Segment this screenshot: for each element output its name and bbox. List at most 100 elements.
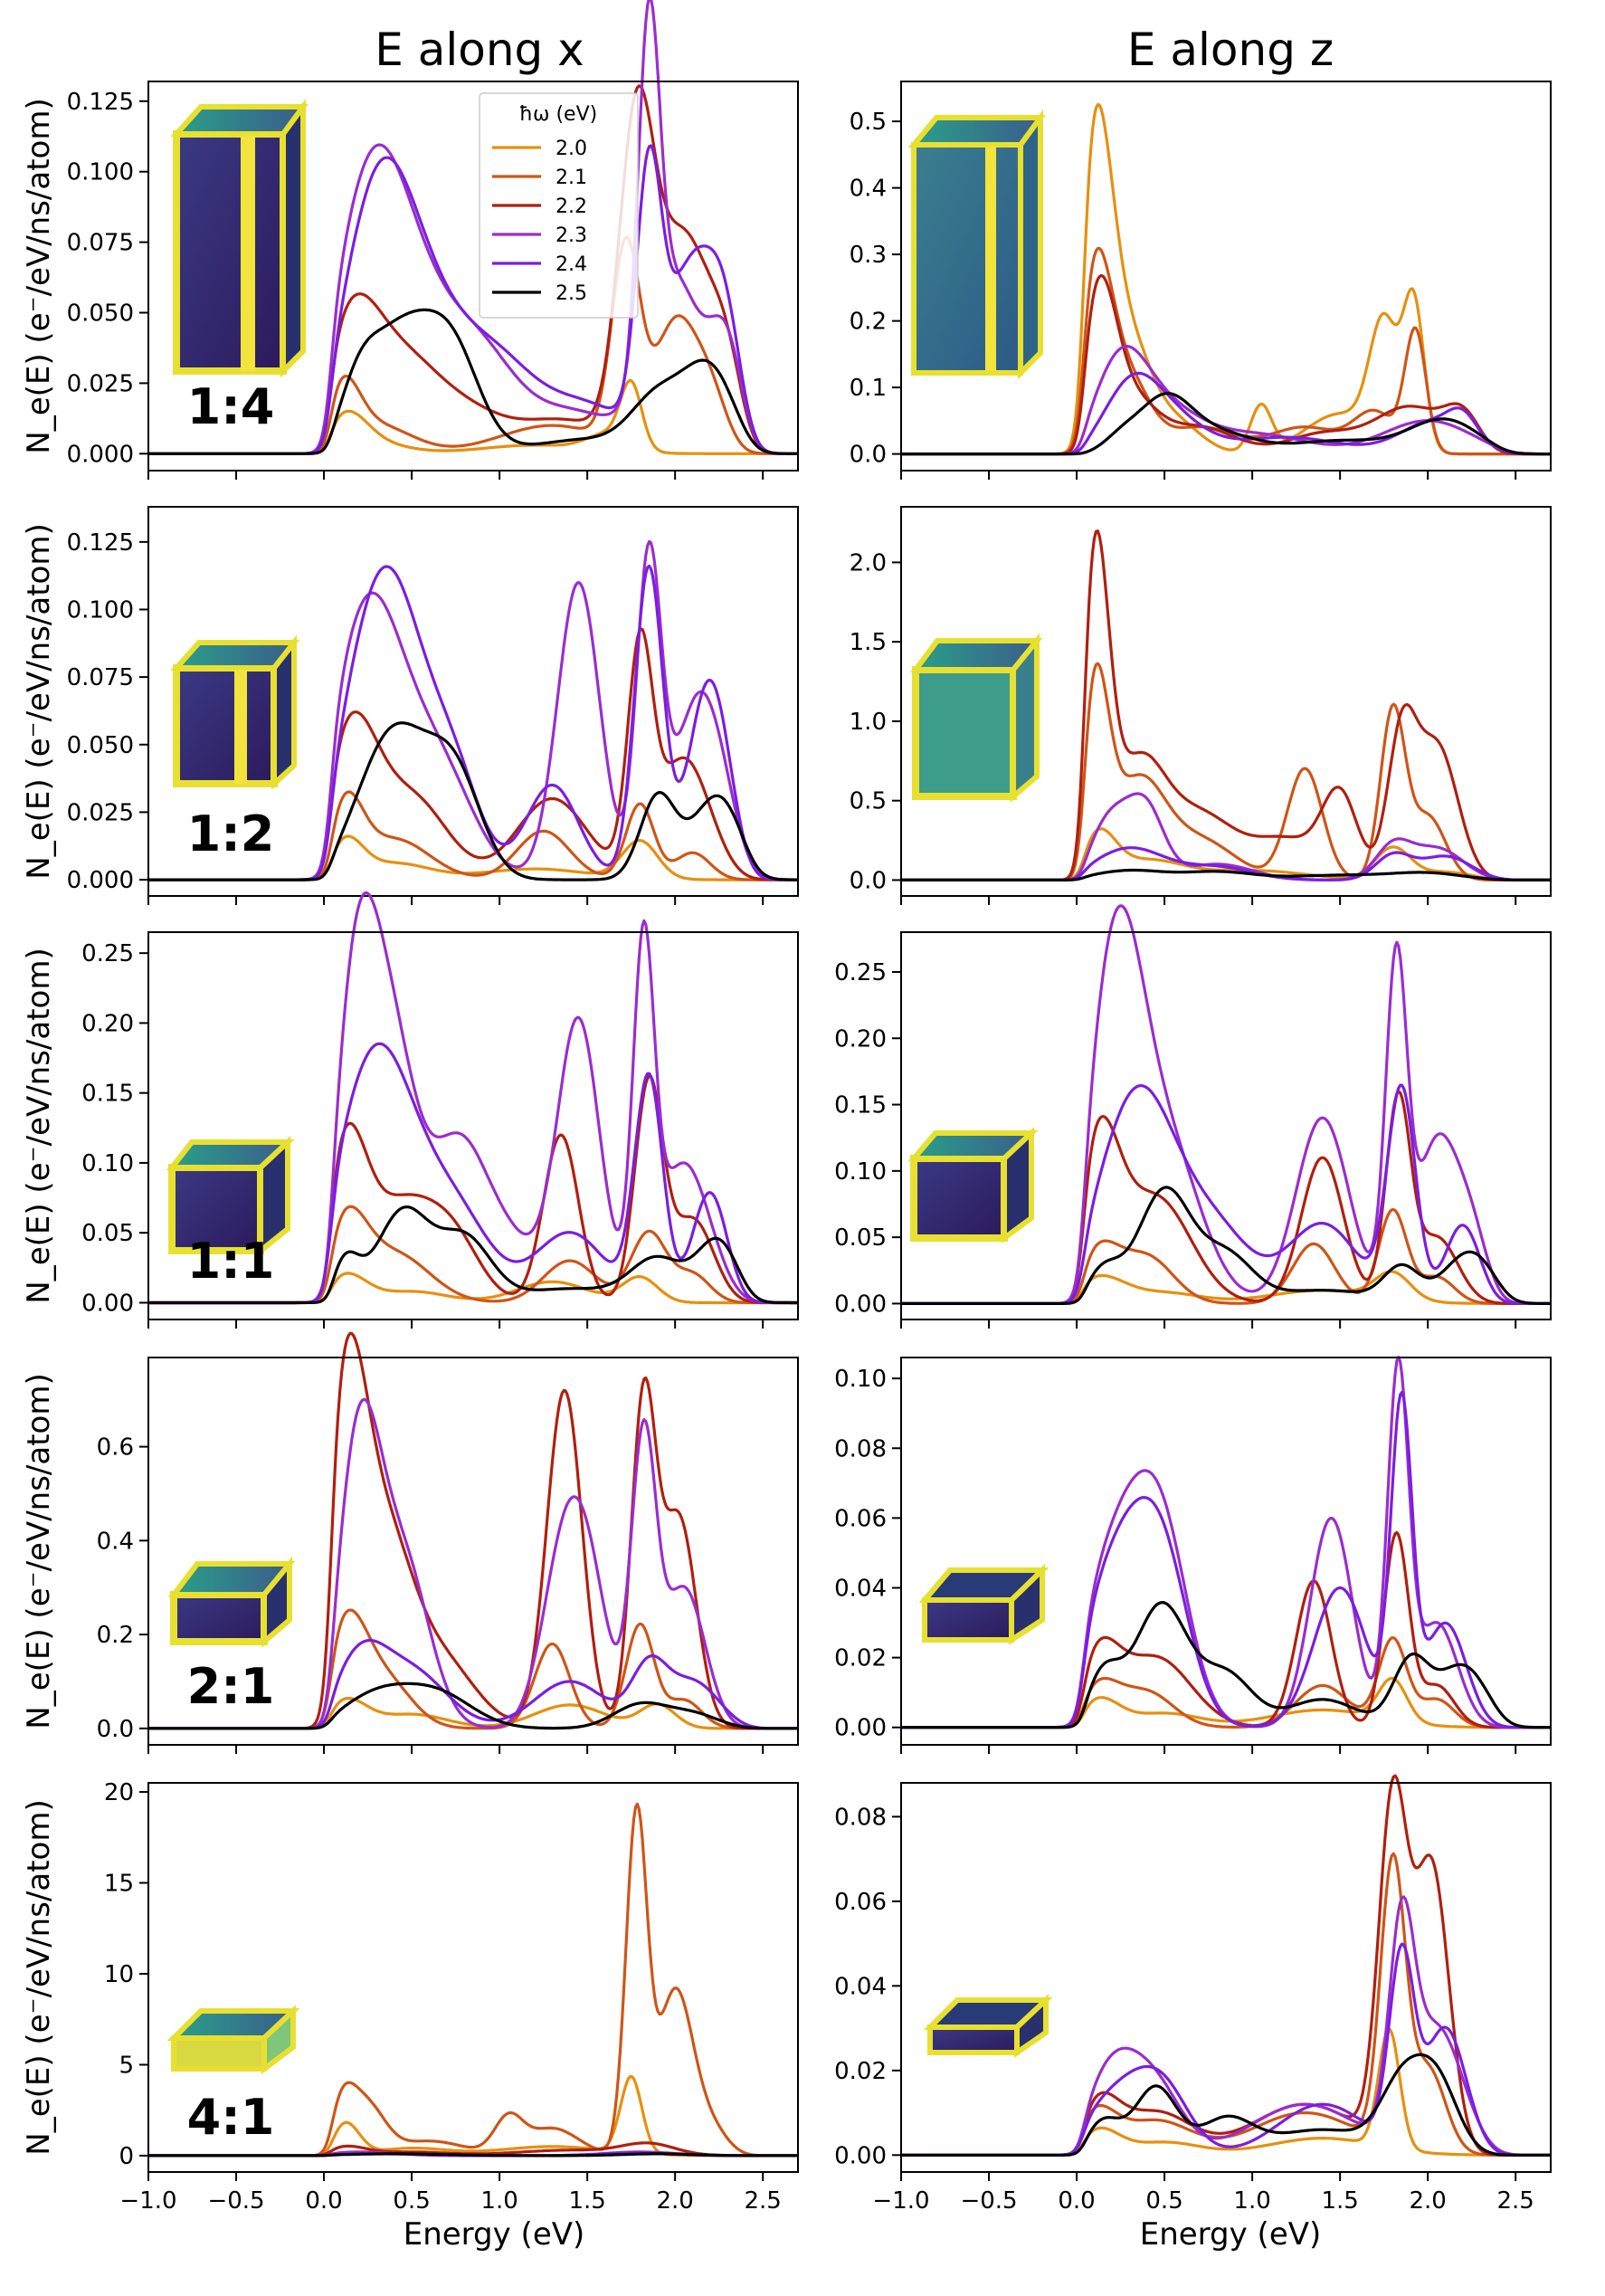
legend-entry-label: 2.0: [556, 138, 587, 160]
y-tick-label: 0.02: [834, 1645, 887, 1672]
y-tick-label: 0.10: [834, 1366, 887, 1393]
legend-entry-label: 2.3: [556, 224, 587, 247]
y-tick-label: 0.00: [834, 1291, 887, 1318]
y-tick-label: 0.100: [67, 159, 134, 186]
chart-panel: −1.0 −0.5 0.0 0.5 1.0 1.5 2.0 2.5 0 5 10 15 20 N_e(E)…: [21, 1779, 799, 2215]
x-tick-label: 2.5: [1497, 2187, 1534, 2215]
series-line: [901, 2053, 1551, 2157]
series-line: [901, 392, 1551, 456]
x-tick-label: −1.0: [872, 2187, 929, 2215]
aspect-ratio-label-4-1: 4:1: [187, 2089, 275, 2146]
series-line: [901, 1186, 1551, 1305]
series-line: [901, 868, 1551, 881]
y-tick-label: 0.2: [97, 1622, 134, 1649]
y-tick-label: 5: [119, 2052, 134, 2079]
nanoplate-2-1-icon: [167, 1556, 296, 1648]
series-line: [148, 2152, 798, 2158]
y-tick-label: 15: [104, 1871, 134, 1898]
y-tick-label: 0.05: [834, 1224, 887, 1252]
y-tick-label: 0.05: [81, 1220, 134, 1247]
legend: ħω (eV) 2.0 2.1 2.2 2.3 2.4 2.5: [479, 92, 639, 319]
y-tick-label: 0.02: [834, 2058, 887, 2085]
y-axis-label: N_e(E) (e⁻/eV/ns/atom): [21, 948, 57, 1303]
y-axis-label: N_e(E) (e⁻/eV/ns/atom): [21, 98, 57, 453]
y-tick-label: 0.25: [834, 959, 887, 986]
y-tick-label: 0.25: [81, 940, 134, 967]
y-tick-label: 0.000: [67, 867, 134, 894]
x-tick-label: −1.0: [119, 2187, 176, 2215]
y-tick-label: 0.025: [67, 370, 134, 397]
y-tick-label: 0.075: [67, 230, 134, 257]
aspect-ratio-label-1-1: 1:1: [187, 1233, 275, 1290]
chart-panel: 0.000 0.025 0.050 0.075 0.100 0.125 N_e(E) (e⁻…: [21, 506, 799, 905]
y-tick-label: 0: [119, 2143, 134, 2170]
series-line: [901, 1390, 1551, 1729]
x-axis-label-right: Energy (eV): [1140, 2216, 1322, 2253]
y-tick-label: 0.125: [67, 529, 134, 557]
legend-title: ħω (eV): [519, 103, 597, 126]
x-tick-label: 0.5: [393, 2187, 430, 2215]
x-tick-label: 2.5: [745, 2187, 782, 2215]
nanocube-1-1-icon: [166, 1136, 295, 1257]
nanoplate-2-1-z-icon: [918, 1563, 1049, 1645]
x-tick-label: 0.0: [305, 2187, 342, 2215]
y-tick-label: 0.5: [850, 788, 887, 815]
y-tick-label: 0.00: [81, 1290, 134, 1317]
x-tick-label: −0.5: [960, 2187, 1017, 2215]
y-tick-label: 0.00: [834, 2142, 887, 2169]
chart-panel: 0.0 0.1 0.2 0.3 0.4 0.5: [850, 81, 1552, 480]
y-tick-label: 0.15: [81, 1081, 134, 1108]
y-tick-label: 0.08: [834, 1435, 887, 1462]
x-tick-label: 1.5: [1321, 2187, 1358, 2215]
y-tick-label: 0.3: [850, 242, 887, 269]
y-tick-label: 0.000: [67, 441, 134, 468]
legend-entry-label: 2.1: [556, 167, 587, 189]
y-tick-label: 0.00: [834, 1715, 887, 1742]
plot-frame: [900, 1357, 1552, 1746]
aspect-ratio-label-2-1: 2:1: [187, 1658, 275, 1715]
y-tick-label: 0.15: [834, 1092, 887, 1119]
y-tick-label: 0.08: [834, 1804, 887, 1831]
y-tick-label: 0.04: [834, 1575, 887, 1602]
nanorod-1-2-icon: [170, 634, 300, 790]
series-line: [901, 1601, 1551, 1729]
x-tick-label: −0.5: [207, 2187, 264, 2215]
y-tick-label: 0.050: [67, 732, 134, 759]
y-tick-label: 0.0: [850, 442, 887, 469]
y-tick-label: 10: [104, 1961, 134, 1988]
column-title-z: E along z: [1127, 24, 1334, 76]
y-tick-label: 0.06: [834, 1889, 887, 1916]
y-tick-label: 0.06: [834, 1505, 887, 1532]
y-tick-label: 0.1: [850, 375, 887, 402]
y-tick-label: 0.2: [850, 309, 887, 336]
x-tick-label: 1.0: [1233, 2187, 1270, 2215]
series-line: [901, 1356, 1551, 1729]
plot-frame: [147, 1782, 799, 2173]
x-tick-label: 1.0: [480, 2187, 518, 2215]
chart-panel: 0.0 0.2 0.4 0.6 N_e(E) (e⁻/eV/ns/atom): [21, 1331, 799, 1754]
nanorod-1-4-z-icon: [907, 109, 1046, 380]
legend-frame: [479, 92, 639, 319]
nanoplate-4-1-z-icon: [923, 1994, 1053, 2058]
series-line: [148, 1205, 798, 1305]
y-tick-label: 0.4: [97, 1528, 134, 1555]
y-tick-label: 0.025: [67, 799, 134, 826]
plot-frame: [900, 1782, 1552, 2173]
chart-panel: 0.000 0.025 0.050 0.075 0.100 0.125 N_e(E) (e⁻…: [21, 0, 799, 480]
nanorod-1-2-z-icon: [910, 633, 1043, 803]
y-tick-label: 0.5: [850, 109, 887, 136]
y-tick-label: 0.4: [850, 176, 887, 203]
x-tick-label: 1.5: [568, 2187, 605, 2215]
plot-frame: [147, 1357, 799, 1746]
nanoplate-4-1-icon: [166, 2005, 300, 2074]
y-tick-label: 0.0: [97, 1716, 134, 1743]
x-tick-label: 0.5: [1145, 2187, 1182, 2215]
nanocube-1-1-z-icon: [907, 1127, 1039, 1243]
aspect-ratio-label-1-4: 1:4: [187, 378, 275, 435]
y-tick-label: 0.0: [850, 867, 887, 894]
series-line: [148, 308, 798, 455]
chart-panel: 0.00 0.05 0.10 0.15 0.20 0.25 N_e(E) (e⁻/eV/ns…: [21, 891, 799, 1329]
plot-frame: [147, 931, 799, 1320]
